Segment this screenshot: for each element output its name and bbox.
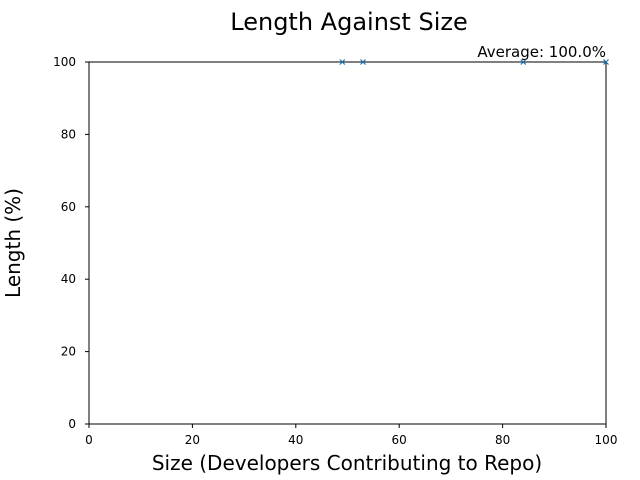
x-tick-label: 80 — [495, 433, 510, 447]
x-tick-label: 20 — [185, 433, 200, 447]
x-tick-label: 100 — [595, 433, 618, 447]
data-point — [520, 59, 527, 65]
y-axis: 0 20 40 60 80 100 — [53, 55, 89, 431]
data-point — [339, 59, 346, 65]
x-tick-label: 60 — [392, 433, 407, 447]
x-tick-label: 0 — [85, 433, 93, 447]
x-tick-label: 40 — [288, 433, 303, 447]
x-axis: 0 20 40 60 80 100 — [85, 424, 617, 447]
y-axis-label: Length (%) — [1, 188, 25, 298]
y-tick-label: 80 — [61, 127, 76, 141]
y-tick-label: 60 — [61, 200, 76, 214]
y-tick-label: 20 — [61, 345, 76, 359]
y-tick-label: 0 — [68, 417, 76, 431]
chart-title: Length Against Size — [230, 8, 467, 36]
data-points — [339, 59, 609, 65]
data-point — [360, 59, 366, 65]
y-tick-label: 100 — [53, 55, 76, 69]
x-axis-label: Size (Developers Contributing to Repo) — [152, 451, 542, 475]
average-annotation: Average: 100.0% — [477, 43, 606, 61]
y-tick-label: 40 — [61, 272, 76, 286]
data-point — [603, 59, 609, 65]
plot-frame — [88, 61, 607, 425]
